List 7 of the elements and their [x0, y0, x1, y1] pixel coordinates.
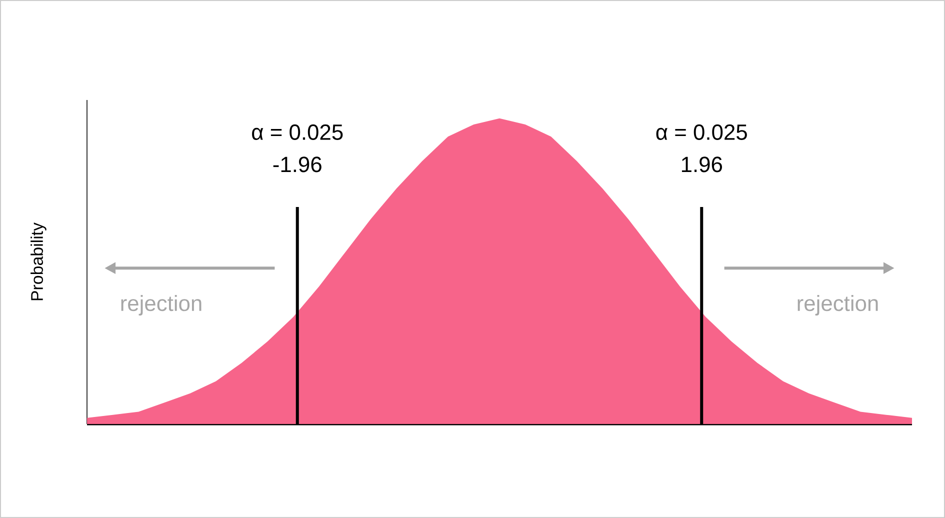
x-tick-label: -1.96 [273, 156, 322, 172]
annotation: α = 0.025 [656, 124, 747, 140]
x-tick-label: 1.96 [682, 156, 722, 172]
annotation: rejection [798, 295, 878, 316]
annotation: rejection [121, 295, 202, 316]
annotation: α = 0.025 [252, 124, 343, 140]
y-axis-title: Probability [30, 222, 46, 300]
